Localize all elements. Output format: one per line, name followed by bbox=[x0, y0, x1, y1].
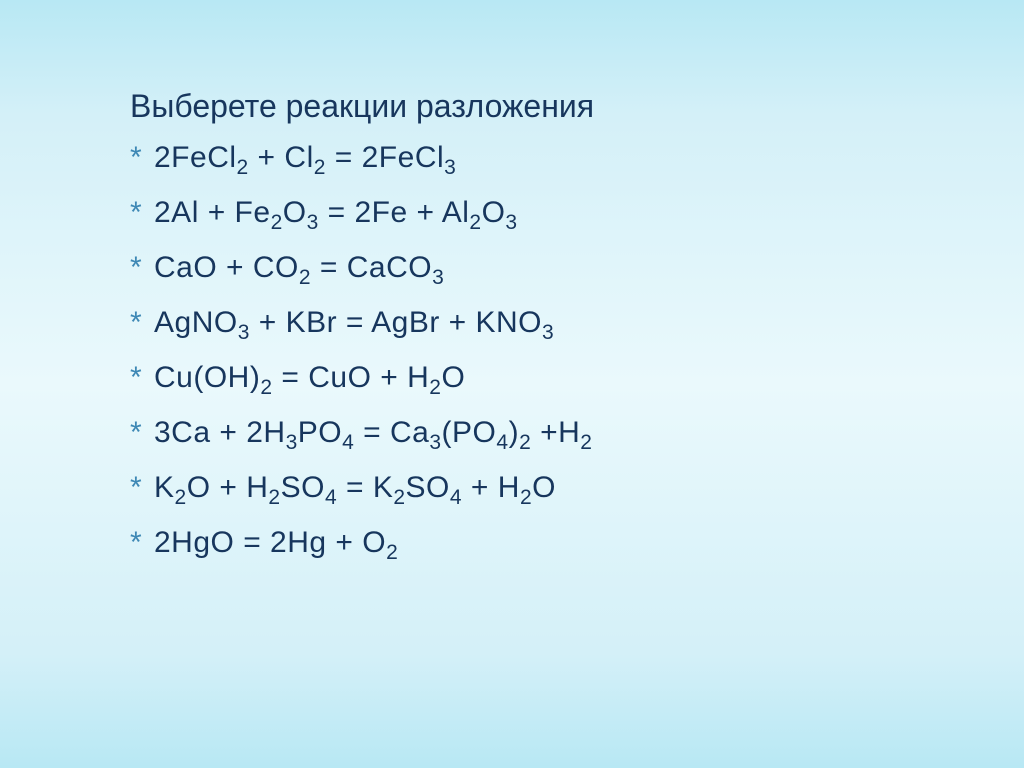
equation-item: Cu(OH)2 = CuO + H2O bbox=[130, 363, 1004, 393]
equation-item: CaO + CO2 = CaCO3 bbox=[130, 253, 1004, 283]
equation-item: 2Al + Fe2O3 = 2Fe + Al2O3 bbox=[130, 198, 1004, 228]
equation-item: 2FeCl2 + Cl2 = 2FeCl3 bbox=[130, 143, 1004, 173]
slide-container: Выберете реакции разложения 2FeCl2 + Cl2… bbox=[0, 0, 1024, 603]
equation-text: AgNO3 + KBr = AgBr + KNO3 bbox=[154, 306, 554, 339]
equation-text: 3Ca + 2H3PO4 = Ca3(PO4)2 +H2 bbox=[154, 416, 592, 449]
equation-item: AgNO3 + KBr = AgBr + KNO3 bbox=[130, 308, 1004, 338]
equation-item: K2O + H2SO4 = K2SO4 + H2O bbox=[130, 473, 1004, 503]
equation-text: K2O + H2SO4 = K2SO4 + H2O bbox=[154, 471, 556, 504]
slide-title: Выберете реакции разложения bbox=[130, 88, 1004, 125]
equation-text: 2FeCl2 + Cl2 = 2FeCl3 bbox=[154, 141, 456, 174]
equation-text: Cu(OH)2 = CuO + H2O bbox=[154, 361, 465, 394]
equation-item: 3Ca + 2H3PO4 = Ca3(PO4)2 +H2 bbox=[130, 418, 1004, 448]
equation-text: 2HgO = 2Hg + O2 bbox=[154, 526, 398, 559]
equation-item: 2HgO = 2Hg + O2 bbox=[130, 528, 1004, 558]
equation-list: 2FeCl2 + Cl2 = 2FeCl3 2Al + Fe2O3 = 2Fe +… bbox=[130, 143, 1004, 558]
equation-text: CaO + CO2 = CaCO3 bbox=[154, 251, 444, 284]
equation-text: 2Al + Fe2O3 = 2Fe + Al2O3 bbox=[154, 196, 518, 229]
